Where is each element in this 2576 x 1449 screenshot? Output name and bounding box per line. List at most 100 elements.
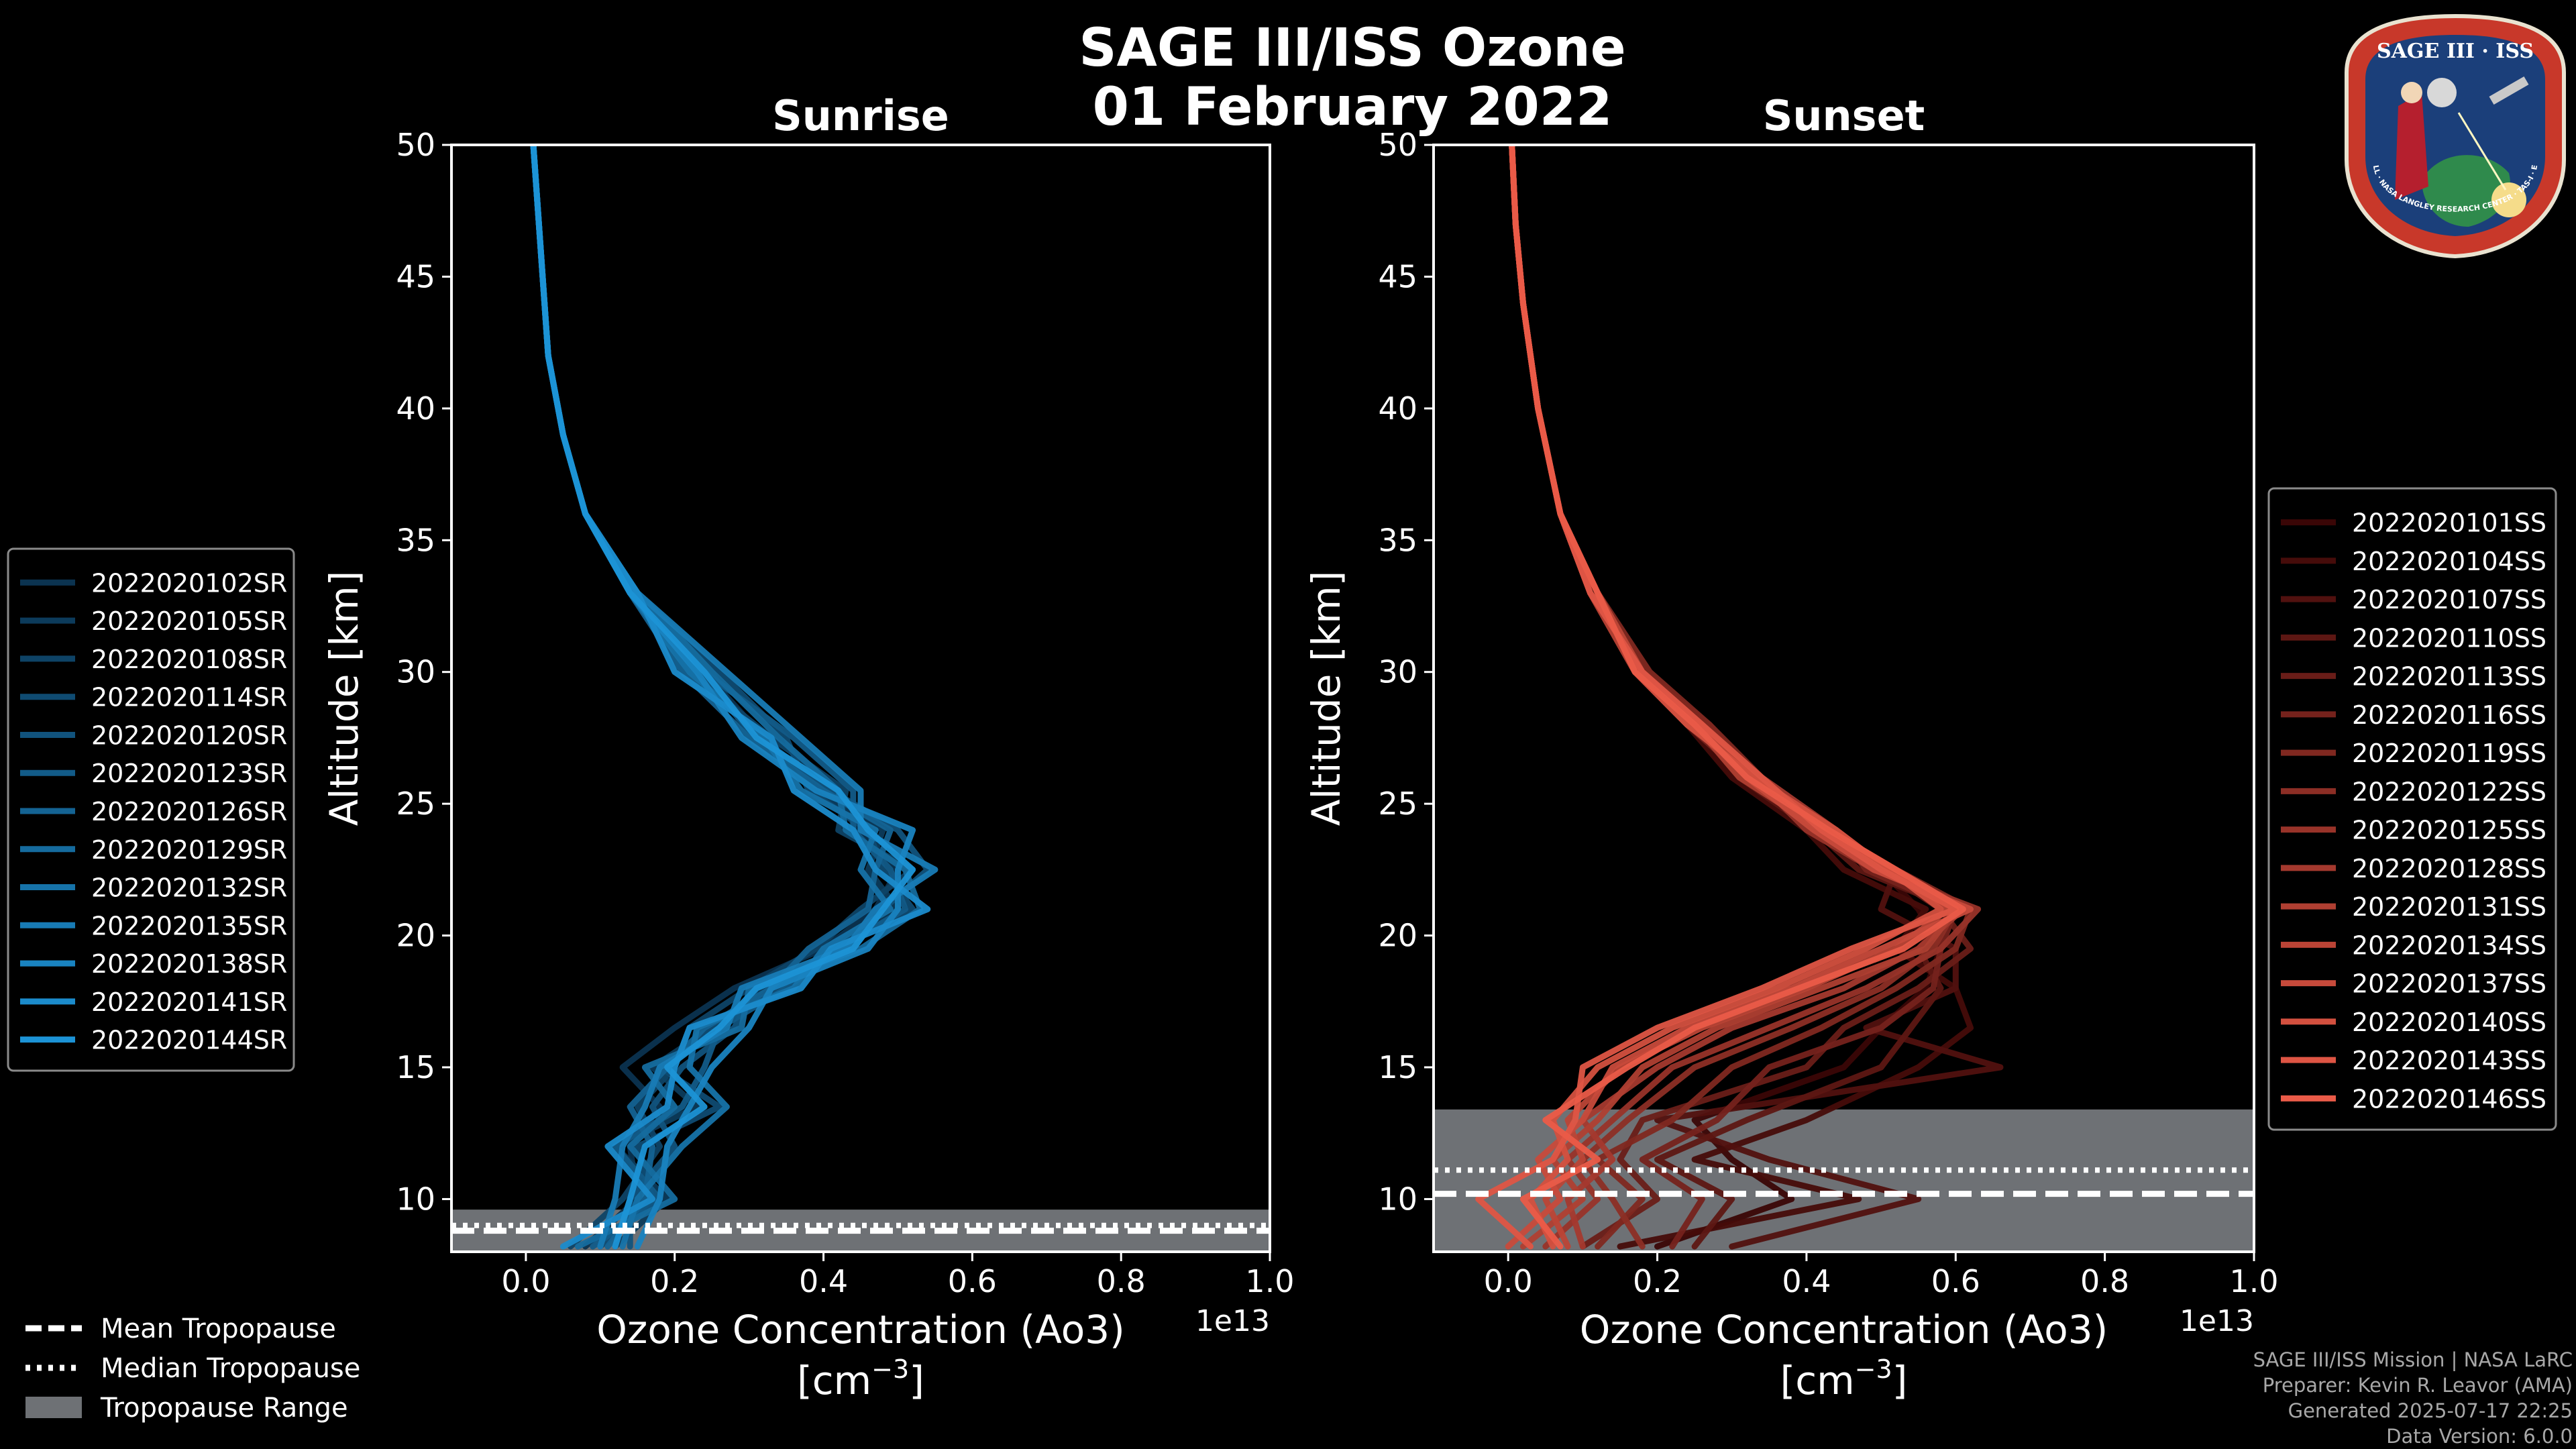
- sunrise-ytick-label: 30: [396, 654, 435, 690]
- sunset-legend-label: 2022020107SS: [2352, 585, 2546, 614]
- sunset-ytick-label: 15: [1378, 1049, 1417, 1085]
- sunrise-legend-label: 2022020123SR: [91, 759, 287, 788]
- sunrise-xtick-label: 1.0: [1245, 1263, 1294, 1299]
- sunrise-ytick-label: 45: [396, 258, 435, 294]
- sunset-unit-base: [cm: [1780, 1358, 1855, 1403]
- sunrise-legend-label: 2022020132SR: [91, 873, 287, 903]
- figure-title-line2: 01 February 2022: [1093, 77, 1613, 138]
- sunset-ytick-label: 35: [1378, 522, 1417, 558]
- sunset-legend-label: 2022020116SS: [2352, 700, 2546, 730]
- sunset-legend: 2022020101SS 2022020104SS 2022020107SS 2022…: [2267, 487, 2557, 1131]
- sunrise-offset-label: 1e13: [1195, 1304, 1270, 1338]
- sunrise-legend-label: 2022020129SR: [91, 835, 287, 865]
- sunset-ytick-label: 20: [1378, 918, 1417, 954]
- sunrise-profile-2022020120SR: [530, 145, 931, 1250]
- sunrise-legend-label: 2022020141SR: [91, 987, 287, 1017]
- tropopause-legend-label: Mean Tropopause: [101, 1313, 336, 1344]
- sunrise-legend-label: 2022020120SR: [91, 720, 287, 750]
- sunset-ylabel: Altitude [km]: [1303, 571, 1349, 826]
- sunset-legend-label: 2022020101SS: [2352, 508, 2546, 538]
- sunset-xtick-label: 0.4: [1782, 1263, 1831, 1299]
- sunset-unit-close: ]: [1892, 1358, 1908, 1403]
- sunrise-legend-label: 2022020108SR: [91, 645, 287, 674]
- sunset-panel: 0.0 0.2 0.4 0.6 0.8 1.0 10 15 20 25 30 35 40 45 50 Suns…: [1303, 91, 2279, 1403]
- sunset-xtick-label: 0.6: [1931, 1263, 1980, 1299]
- sunset-xtick-label: 0.0: [1484, 1263, 1533, 1299]
- sunrise-legend-label: 2022020138SR: [91, 949, 287, 979]
- sunset-legend-label: 2022020128SS: [2352, 854, 2546, 883]
- sunrise-legend: 2022020102SR 2022020105SR 2022020108SR 2022…: [7, 547, 295, 1072]
- sunset-profile-2022020140SS: [1509, 145, 1944, 1250]
- sunrise-unit-base: [cm: [797, 1358, 871, 1403]
- sunrise-unit-exponent: −3: [871, 1354, 909, 1384]
- sage-iii-mission-emblem: SAGE III · ISS BALL · NASA LANGLEY RESEA…: [2341, 12, 2566, 259]
- sunrise-ytick-label: 35: [396, 522, 435, 558]
- sunrise-legend-label: 2022020102SR: [91, 568, 287, 598]
- sunrise-legend-label: 2022020144SR: [91, 1026, 287, 1055]
- sunset-legend-label: 2022020137SS: [2352, 969, 2546, 999]
- sunset-xtick-label: 0.8: [2080, 1263, 2129, 1299]
- sunset-ytick-label: 50: [1378, 127, 1417, 163]
- sunrise-ytick-label: 15: [396, 1049, 435, 1085]
- credit-line-3: Generated 2025-07-17 22:25: [2288, 1399, 2573, 1422]
- sunrise-plot-area: [451, 145, 1270, 1252]
- sunrise-xtick-label: 0.6: [948, 1263, 997, 1299]
- sunset-legend-box: [2267, 487, 2557, 1131]
- sunrise-axes-frame: [450, 144, 1271, 1253]
- sunset-legend-label: 2022020140SS: [2352, 1008, 2546, 1037]
- sunset-plot-area: [1434, 145, 2254, 1252]
- sunset-profile-2022020146SS: [1509, 145, 1966, 1250]
- sunset-xtick-label: 1.0: [2229, 1263, 2278, 1299]
- sunset-ytick-label: 40: [1378, 390, 1417, 427]
- sunset-legend-label: 2022020110SS: [2352, 623, 2546, 653]
- sunrise-ytick-label: 40: [396, 390, 435, 427]
- sunset-ytick-label: 30: [1378, 654, 1417, 690]
- credit-line-1: SAGE III/ISS Mission | NASA LaRC: [2253, 1348, 2573, 1371]
- credit-line-4: Data Version: 6.0.0: [2386, 1425, 2573, 1448]
- sunset-xlabel: Ozone Concentration (Ao3): [1580, 1307, 2108, 1352]
- sunset-offset-label: 1e13: [2180, 1304, 2254, 1338]
- emblem-name: SAGE III · ISS: [2377, 40, 2534, 63]
- sunset-profile-2022020101SS: [1509, 145, 1944, 1250]
- tropopause-legend-label: Median Tropopause: [101, 1353, 360, 1384]
- sunrise-ytick-label: 50: [396, 127, 435, 163]
- sunset-legend-label: 2022020113SS: [2352, 662, 2546, 692]
- sunset-xtick-label: 0.2: [1633, 1263, 1682, 1299]
- figure-title-line1: SAGE III/ISS Ozone: [1079, 18, 1625, 78]
- sunset-legend-label: 2022020119SS: [2352, 739, 2546, 768]
- sunrise-panel: 0.0 0.2 0.4 0.6 0.8 1.0 10 15 20 25 30 35 40 45 50 Sunr…: [321, 91, 1295, 1403]
- sunrise-legend-label: 2022020126SR: [91, 797, 287, 826]
- sunrise-xlabel-unit: [cm−3]: [797, 1354, 924, 1403]
- sunset-ytick-label: 25: [1378, 786, 1417, 822]
- tropopause-legend: Mean Tropopause Median Tropopause Tropopau…: [25, 1313, 360, 1424]
- sunrise-xtick-label: 0.4: [799, 1263, 848, 1299]
- sunrise-xtick-label: 0.0: [501, 1263, 550, 1299]
- sunset-legend-label: 2022020146SS: [2352, 1084, 2546, 1114]
- sunrise-ytick-label: 10: [396, 1181, 435, 1217]
- sunset-axes-frame: [1432, 144, 2255, 1253]
- sunrise-legend-label: 2022020114SR: [91, 683, 287, 712]
- sunset-ytick-label: 10: [1378, 1181, 1417, 1217]
- sunrise-legend-box: [7, 547, 295, 1072]
- sunrise-legend-label: 2022020135SR: [91, 911, 287, 941]
- sunrise-legend-label: 2022020105SR: [91, 606, 287, 636]
- sunrise-ytick-label: 20: [396, 918, 435, 954]
- sunrise-ylabel: Altitude [km]: [321, 571, 367, 826]
- sunrise-xlabel: Ozone Concentration (Ao3): [596, 1307, 1125, 1352]
- sunset-ytick-label: 45: [1378, 258, 1417, 294]
- sunset-panel-title: Sunset: [1763, 91, 1925, 140]
- sunset-legend-label: 2022020122SS: [2352, 777, 2546, 806]
- sunset-legend-label: 2022020131SS: [2352, 892, 2546, 922]
- sunset-xlabel-unit: [cm−3]: [1780, 1354, 1908, 1403]
- sunrise-xtick-label: 0.2: [650, 1263, 699, 1299]
- sunrise-profile-2022020144SR: [530, 145, 916, 1250]
- sunset-legend-label: 2022020104SS: [2352, 547, 2546, 576]
- sunrise-xtick-label: 0.8: [1097, 1263, 1146, 1299]
- sunrise-ytick-label: 25: [396, 786, 435, 822]
- credits: SAGE III/ISS Mission | NASA LaRC Prepare…: [2253, 1348, 2573, 1448]
- sunrise-profile-2022020141SR: [530, 145, 931, 1250]
- sunrise-unit-close: ]: [909, 1358, 924, 1403]
- legend-tropopause-range-swatch: [25, 1397, 82, 1418]
- tropopause-legend-label: Tropopause Range: [100, 1393, 348, 1424]
